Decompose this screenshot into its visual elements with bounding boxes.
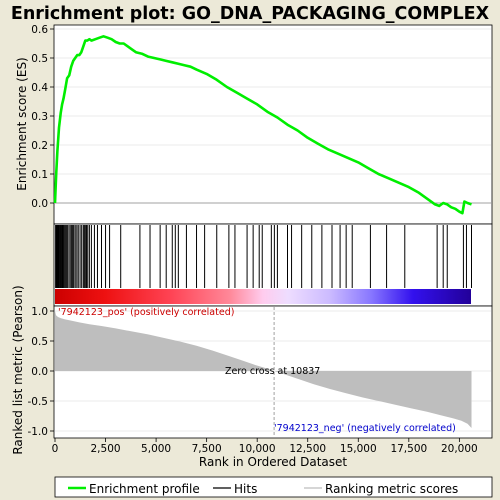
es-y-axis-label: Enrichment score (ES) [15, 57, 29, 190]
x-tick-label: 10,000 [239, 443, 276, 455]
ranking-y-tick-label: -1.0 [28, 426, 49, 438]
x-tick-label: 12,500 [289, 443, 326, 455]
es-gridlines [55, 28, 491, 204]
ranking-y-tick-label: 0.0 [31, 366, 48, 378]
es-y-tick-label: 0.2 [31, 140, 48, 152]
x-axis-ticks: 0 2,500 5,000 7,500 10,000 12,500 15,000 17,500… [52, 438, 478, 455]
legend-ranking-label: Ranking metric scores [325, 482, 458, 496]
ranking-y-axis-label: Ranked list metric (Pearson) [11, 285, 25, 454]
x-tick-label: 0 [52, 443, 59, 455]
es-y-tick-label: 0.6 [31, 24, 48, 36]
legend-box [54, 476, 493, 498]
x-tick-label: 15,000 [340, 443, 377, 455]
es-y-tick-label: 0.0 [31, 198, 48, 210]
ranking-y-tick-label: 0.5 [31, 336, 48, 348]
ranking-y-ticks: 1.0 0.5 0.0 -0.5 -1.0 [28, 306, 54, 438]
x-tick-label: 2,500 [91, 443, 121, 455]
es-y-tick-label: 0.3 [31, 111, 48, 123]
x-tick-label: 20,000 [441, 443, 478, 455]
x-tick-label: 7,500 [192, 443, 222, 455]
x-tick-label: 5,000 [141, 443, 171, 455]
enrichment-profile-line [53, 34, 472, 215]
ranking-y-tick-label: -0.5 [28, 396, 49, 408]
ranking-y-tick-label: 1.0 [31, 306, 48, 318]
es-y-ticks: 0.0 0.1 0.2 0.3 0.4 0.5 0.6 [31, 24, 54, 210]
hit-lines [55, 225, 472, 288]
chart-title: Enrichment plot: GO_DNA_PACKAGING_COMPLE… [11, 4, 490, 24]
x-tick-label: 17,500 [390, 443, 427, 455]
negative-correlation-label: '7942123_neg' (negatively correlated) [274, 423, 456, 434]
positive-correlation-label: '7942123_pos' (positively correlated) [58, 307, 234, 318]
legend-hits-label: Hits [234, 482, 257, 496]
es-y-tick-label: 0.1 [31, 169, 48, 181]
zero-cross-label: Zero cross at 10837 [225, 366, 320, 377]
ranking-heatmap-bar [55, 289, 471, 304]
es-y-tick-label: 0.5 [31, 53, 48, 65]
es-y-tick-label: 0.4 [31, 82, 48, 94]
ranking-metric-area [55, 311, 472, 428]
x-axis-label: Rank in Ordered Dataset [199, 455, 347, 469]
enrichment-panel [53, 24, 493, 225]
legend-es-label: Enrichment profile [89, 482, 200, 496]
